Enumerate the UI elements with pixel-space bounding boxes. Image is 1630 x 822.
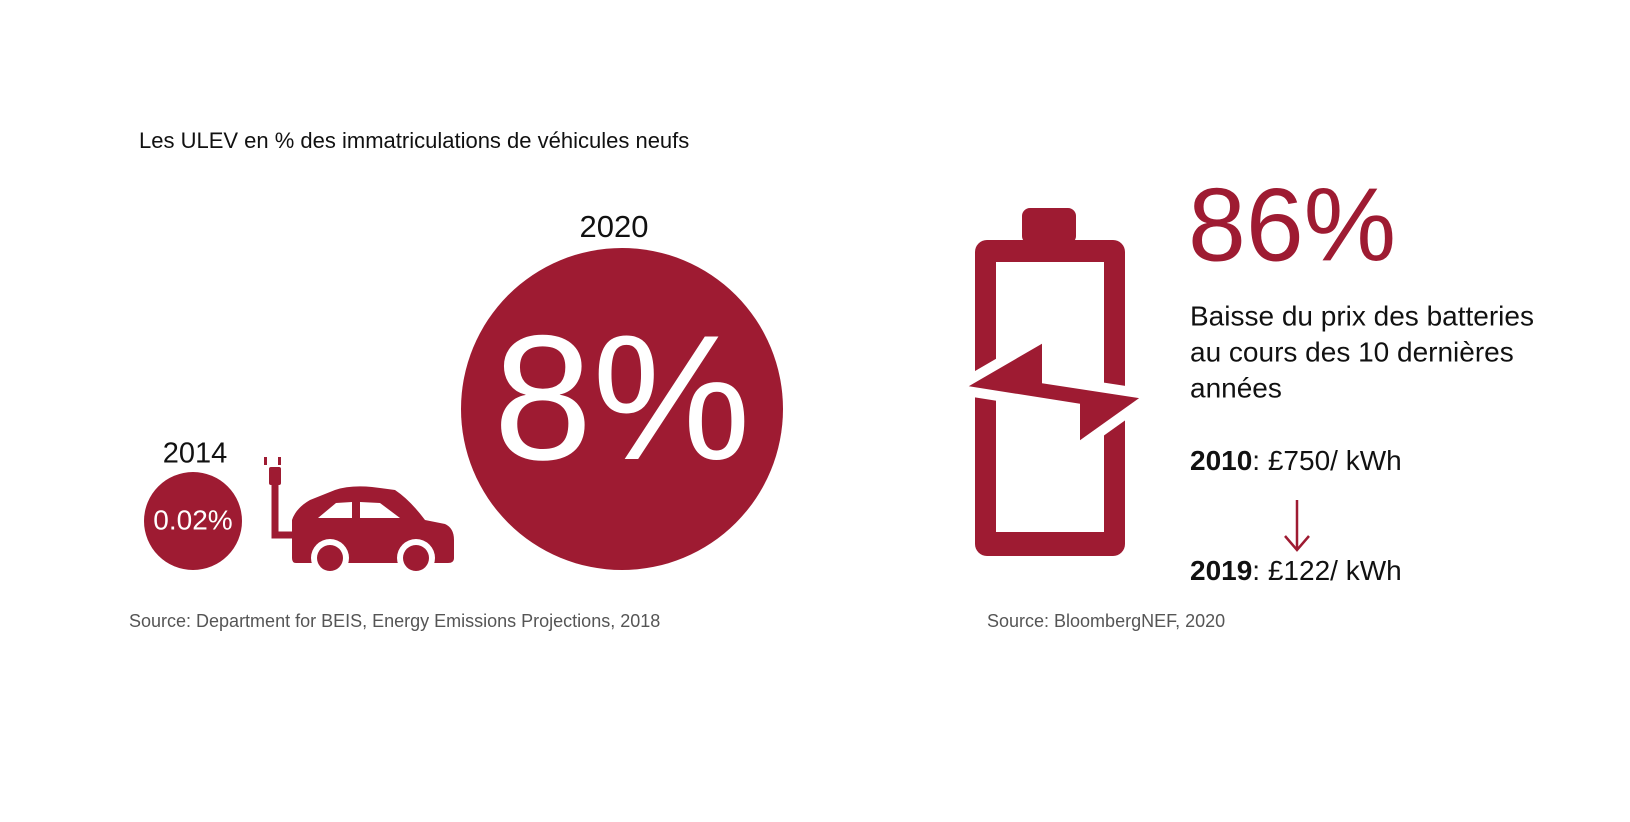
electric-car-icon [264, 457, 454, 577]
down-arrow [1284, 500, 1310, 552]
price-year: 2019 [1190, 555, 1252, 586]
source: Source: BloombergNEF, 2020 [987, 611, 1225, 631]
circle-2014 [144, 472, 242, 570]
value-label: 8% [493, 298, 750, 497]
circle-2020 [461, 248, 783, 570]
value-label: 0.02% [153, 504, 232, 535]
battery-icon [939, 208, 1165, 556]
left-title: Les ULEV en % des immatriculations de vé… [139, 128, 689, 153]
description-line: années [1190, 372, 1282, 403]
price-line: 2010: £750/ kWh [1190, 445, 1402, 476]
year-label: 2014 [163, 438, 228, 470]
source: Source: Department for BEIS, Energy Emis… [129, 611, 660, 631]
price-text: : £122/ kWh [1252, 555, 1401, 586]
price-text: : £750/ kWh [1252, 445, 1401, 476]
description-line: Baisse du prix des batteries [1190, 300, 1534, 331]
price-line: 2019: £122/ kWh [1190, 555, 1402, 586]
description-line: au cours des 10 dernières [1190, 336, 1514, 367]
price-year: 2010 [1190, 445, 1252, 476]
headline: 86% [1188, 167, 1396, 283]
year-label: 2020 [580, 209, 649, 244]
